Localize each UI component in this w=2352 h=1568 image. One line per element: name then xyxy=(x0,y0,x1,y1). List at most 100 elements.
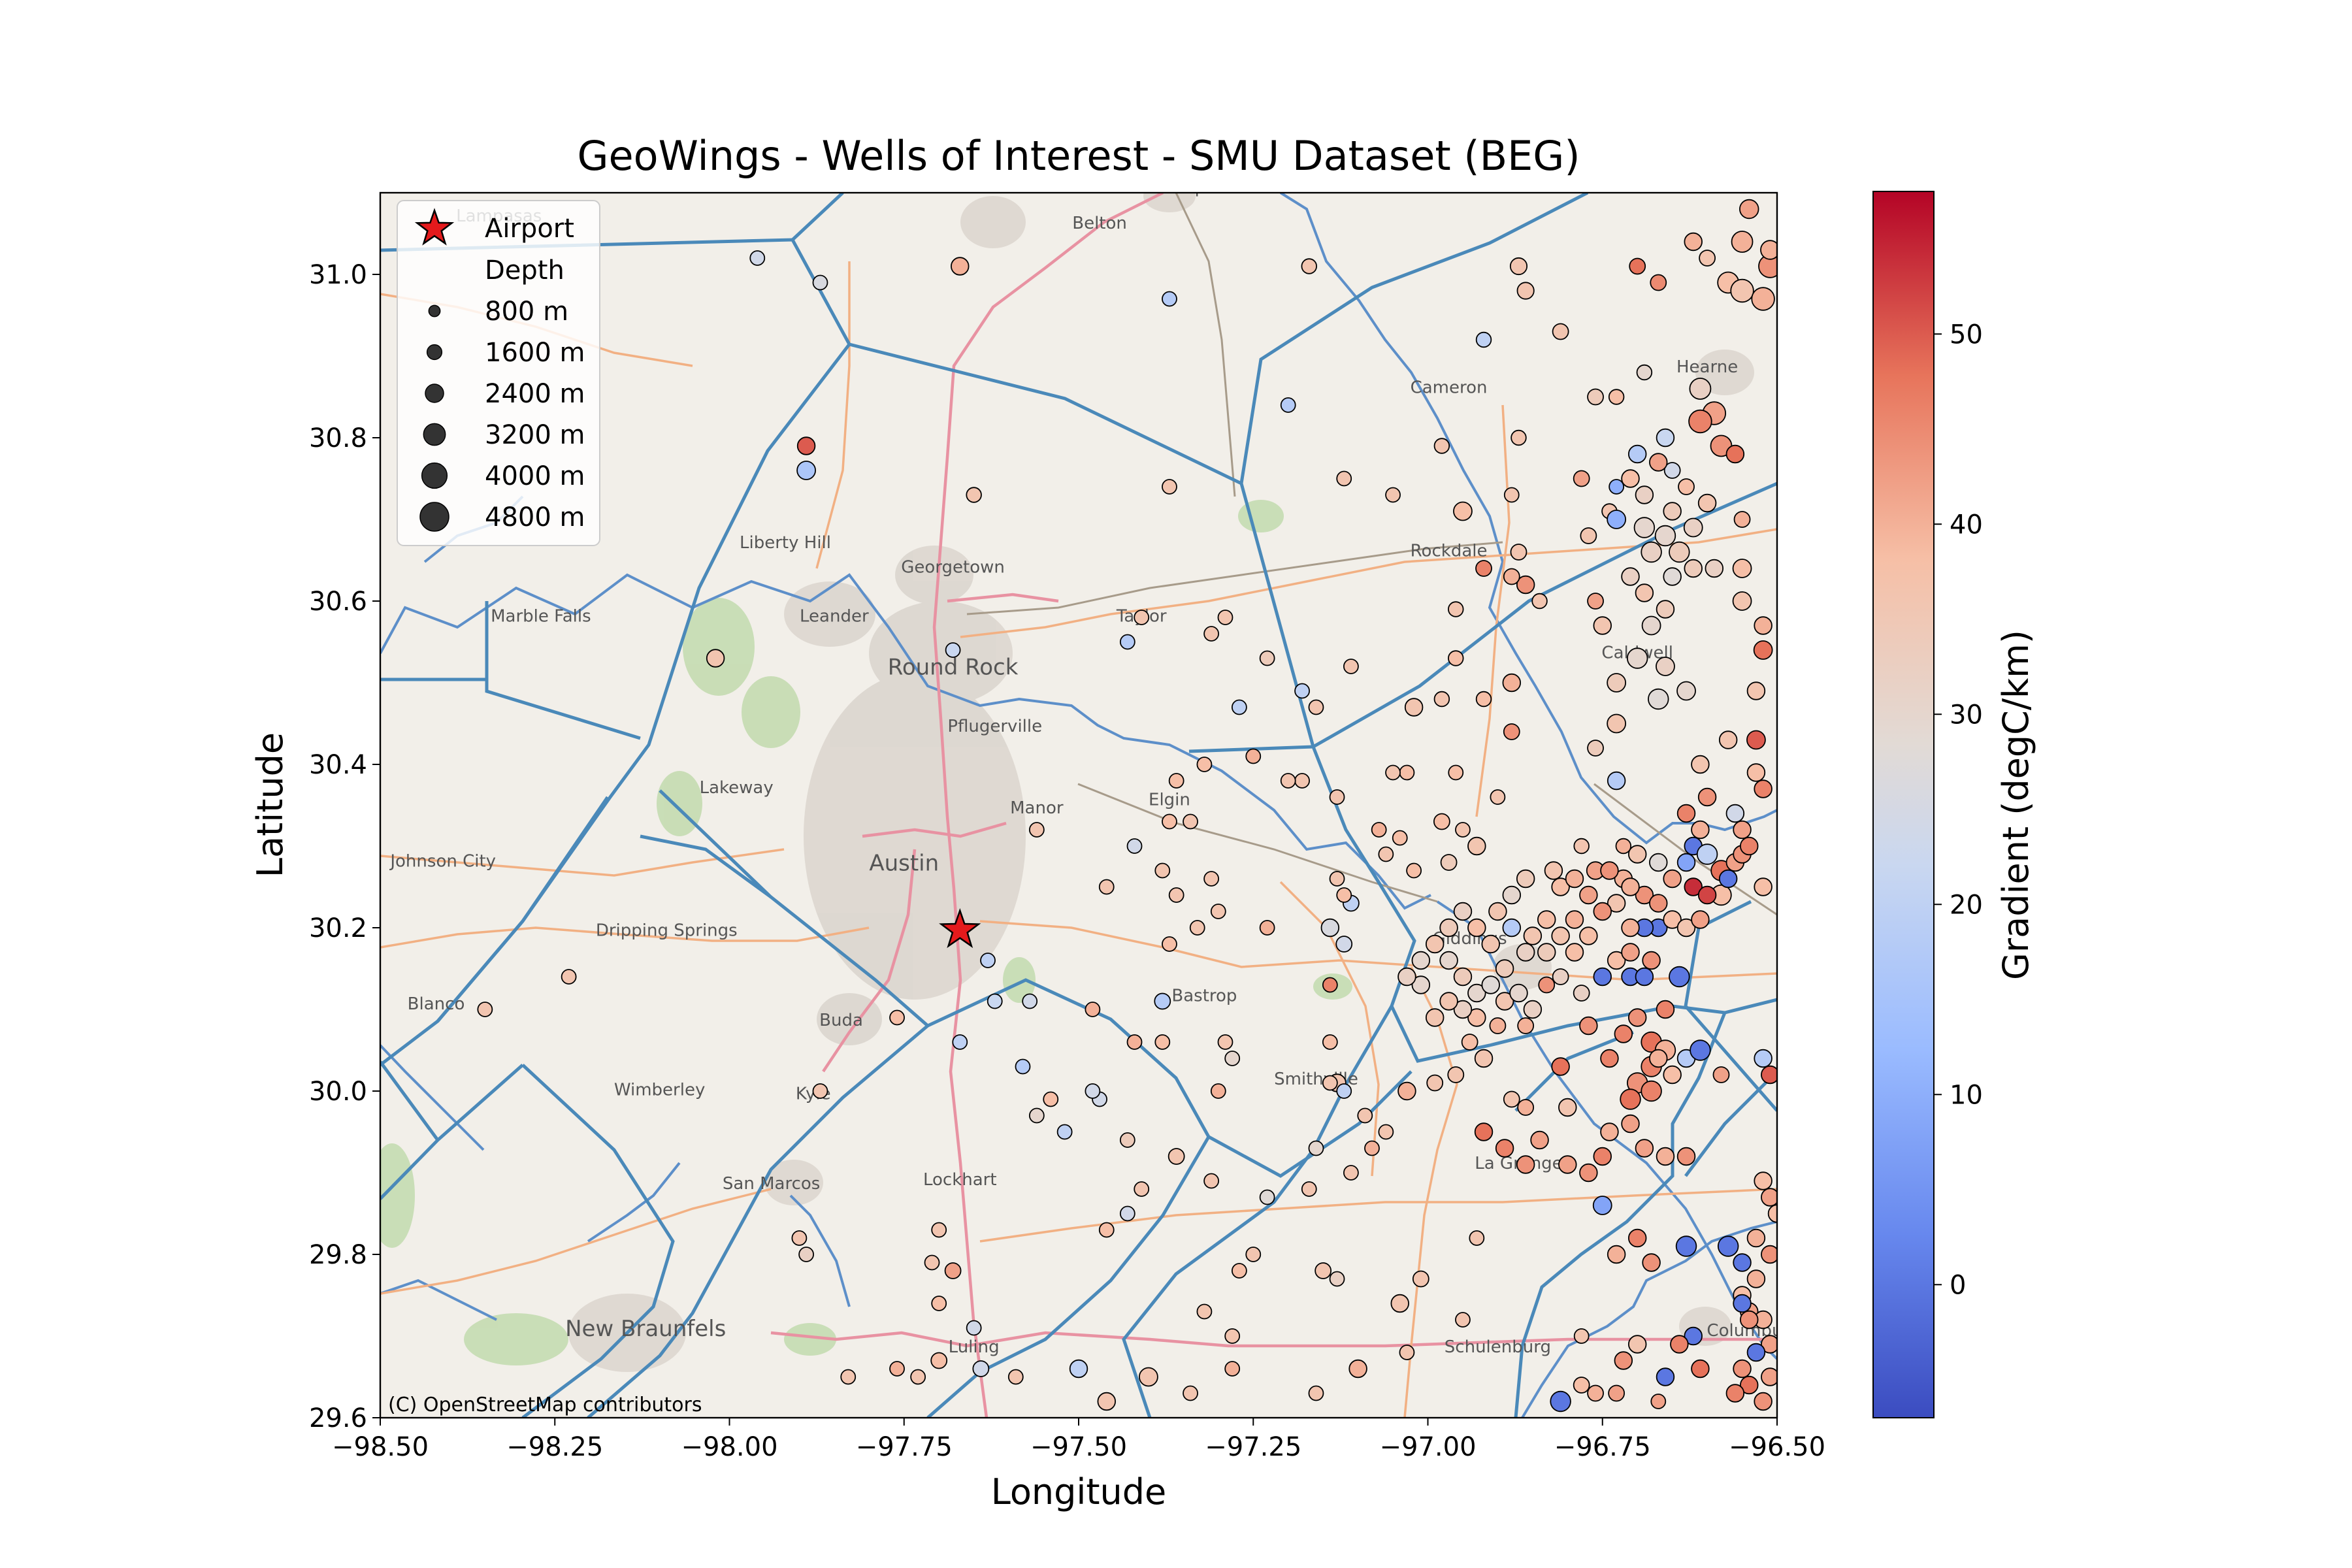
well-marker xyxy=(1406,862,1422,879)
well-marker xyxy=(1636,364,1653,381)
well-marker xyxy=(1280,397,1296,413)
well-marker xyxy=(1699,250,1716,267)
well-marker xyxy=(1767,1204,1777,1223)
well-marker xyxy=(1189,920,1205,936)
well-marker xyxy=(1565,943,1584,962)
legend-box xyxy=(397,200,600,546)
well-marker xyxy=(1690,1039,1711,1061)
y-tick-label: 30.4 xyxy=(309,750,367,780)
place-label: Austin xyxy=(869,851,939,877)
well-marker xyxy=(1573,1328,1590,1344)
well-marker xyxy=(1448,764,1464,781)
well-marker xyxy=(1620,1088,1641,1110)
well-marker xyxy=(1502,885,1522,905)
well-marker xyxy=(1656,600,1675,619)
legend: Airport Depth 800 m 1600 m 2400 m 3200 m 400… xyxy=(397,200,600,546)
place-label: Leander xyxy=(800,606,869,626)
x-tick-label: −98.00 xyxy=(681,1432,777,1462)
well-marker xyxy=(1259,650,1275,666)
well-marker xyxy=(1663,502,1682,521)
well-marker xyxy=(1669,966,1690,988)
well-marker xyxy=(1426,1074,1444,1092)
well-marker xyxy=(1537,943,1556,962)
well-marker xyxy=(1056,1124,1073,1140)
well-marker xyxy=(1732,559,1752,578)
well-marker xyxy=(1028,822,1045,838)
well-marker xyxy=(1523,1000,1543,1019)
colorbar-tick-label: 30 xyxy=(1950,700,1983,730)
well-marker xyxy=(1635,885,1654,905)
well-marker xyxy=(1308,1140,1324,1156)
well-marker xyxy=(1448,601,1464,617)
well-marker xyxy=(1453,1000,1473,1019)
well-marker xyxy=(1378,846,1394,862)
place-label: Bastrop xyxy=(1171,987,1237,1006)
well-marker xyxy=(1663,869,1682,889)
well-marker xyxy=(1322,1075,1338,1091)
place-label: Liberty Hill xyxy=(740,533,831,553)
well-marker xyxy=(951,257,970,276)
legend-airport-label: Airport xyxy=(485,214,574,244)
well-marker xyxy=(1552,323,1569,340)
place-label: Blanco xyxy=(408,994,465,1014)
well-marker xyxy=(1746,763,1766,782)
well-marker xyxy=(1022,993,1038,1009)
y-tick-label: 29.6 xyxy=(309,1403,367,1433)
well-marker xyxy=(1733,511,1751,528)
well-marker xyxy=(1404,698,1424,717)
well-marker xyxy=(1600,861,1619,880)
well-marker xyxy=(840,1369,857,1385)
well-marker xyxy=(1490,789,1506,805)
x-tick-label: −98.25 xyxy=(506,1432,603,1462)
x-tick-label: −97.75 xyxy=(856,1432,953,1462)
well-marker xyxy=(1544,861,1563,880)
x-tick-label: −98.50 xyxy=(332,1432,429,1462)
well-marker xyxy=(1162,479,1177,495)
well-marker xyxy=(1697,787,1717,807)
well-marker xyxy=(1593,967,1612,987)
well-marker xyxy=(561,969,577,985)
well-marker xyxy=(1607,510,1627,529)
well-marker xyxy=(1203,1173,1220,1189)
legend-depth-label: 3200 m xyxy=(485,420,585,450)
well-marker xyxy=(1439,918,1458,938)
well-marker xyxy=(1649,1049,1668,1068)
well-marker xyxy=(1259,1189,1275,1205)
well-marker xyxy=(1607,771,1626,791)
well-marker xyxy=(966,487,982,503)
well-marker xyxy=(1154,992,1171,1010)
well-marker xyxy=(1761,1188,1777,1207)
well-marker xyxy=(1308,1385,1324,1401)
well-marker xyxy=(1203,871,1220,887)
well-marker xyxy=(1440,854,1458,871)
well-marker xyxy=(910,1369,926,1385)
well-marker xyxy=(1587,740,1604,757)
place-label: Elgin xyxy=(1149,791,1190,810)
well-marker xyxy=(1433,813,1450,830)
well-marker xyxy=(1503,723,1520,740)
well-marker xyxy=(1516,575,1535,595)
well-marker xyxy=(1385,764,1401,781)
well-marker xyxy=(1650,1394,1667,1409)
well-marker xyxy=(1425,1008,1445,1027)
place-label: Temple xyxy=(1160,178,1221,197)
well-marker xyxy=(1740,1310,1759,1330)
well-marker xyxy=(1139,1367,1158,1387)
legend-depth-marker xyxy=(428,304,441,318)
well-marker xyxy=(1676,804,1696,823)
place-label: Rockdale xyxy=(1411,541,1488,561)
well-marker xyxy=(1656,1147,1675,1166)
well-marker xyxy=(1503,487,1520,503)
well-marker xyxy=(1580,527,1597,544)
colorbar-tick-label: 50 xyxy=(1950,319,1983,350)
well-marker xyxy=(1712,1066,1730,1083)
well-marker xyxy=(1593,1147,1612,1166)
well-marker xyxy=(1168,773,1184,789)
well-marker xyxy=(1675,1235,1697,1257)
well-marker xyxy=(1621,918,1640,938)
well-marker xyxy=(1608,389,1625,405)
y-tick-label: 31.0 xyxy=(309,260,367,290)
well-marker xyxy=(1259,920,1275,936)
well-marker xyxy=(1587,593,1604,610)
place-label: Buda xyxy=(819,1011,863,1030)
